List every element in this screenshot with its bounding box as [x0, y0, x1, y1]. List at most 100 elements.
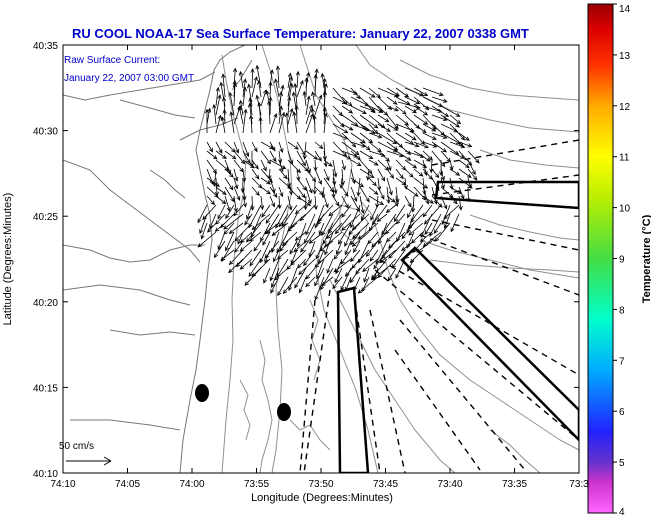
current-vector-arrow [263, 267, 271, 284]
colorbar-gradient [587, 3, 614, 514]
current-vector-arrow [316, 258, 325, 280]
y-tick-label: 40:10 [33, 469, 58, 480]
current-vector-arrow [213, 240, 226, 259]
current-vector-arrow [278, 186, 284, 198]
current-vector-arrow [253, 240, 262, 252]
current-vector-arrow [360, 204, 370, 221]
x-tick-label: 73:45 [373, 479, 398, 490]
current-vector-arrow [449, 195, 458, 205]
current-vector-arrow [359, 159, 373, 175]
current-vector-arrow [341, 123, 354, 131]
scale-label: 50 cm/s [59, 441, 94, 452]
current-vector-arrow [377, 168, 386, 182]
current-vector-arrow [341, 195, 349, 209]
current-vector-arrow [333, 249, 343, 260]
current-vector-arrow [296, 186, 306, 199]
current-vector-arrow [228, 258, 244, 274]
current-vector-arrow [244, 267, 262, 286]
current-vector-arrow [305, 95, 311, 116]
current-vector-arrow [242, 150, 251, 165]
current-vector-arrow [294, 104, 299, 125]
current-vector-arrow [302, 141, 307, 160]
current-vector-arrow [424, 222, 433, 236]
current-vector-arrow [341, 213, 361, 231]
current-vector-arrow [224, 186, 235, 203]
current-vector-arrow [386, 168, 395, 179]
current-vector-arrow [350, 150, 361, 161]
current-vector-arrow [276, 231, 289, 254]
current-vector-arrow [232, 82, 237, 107]
current-vector-arrow [334, 213, 352, 235]
current-vector-arrow [240, 231, 253, 244]
current-vector-arrow [217, 231, 226, 251]
current-vector-arrow [359, 168, 375, 178]
current-vector-arrow [296, 150, 306, 167]
current-vector-arrow [341, 132, 357, 148]
current-vector-arrow [388, 240, 406, 259]
current-vector-arrow [260, 159, 267, 172]
current-vector-arrow [369, 249, 379, 262]
current-vector-arrow [250, 67, 255, 89]
current-vector-arrow [242, 195, 247, 208]
current-vector-arrow [214, 222, 226, 232]
current-vector-arrow [224, 168, 234, 178]
current-vector-arrow [395, 258, 406, 279]
current-vector-arrow [287, 95, 292, 116]
current-vector-arrow [217, 204, 226, 220]
current-vector-arrow [344, 240, 352, 256]
current-vector-arrow [303, 249, 316, 267]
current-vector-arrow [287, 141, 299, 150]
current-vector-arrow [242, 108, 248, 134]
current-vector-arrow [404, 96, 421, 105]
current-vector-arrow [260, 150, 272, 165]
current-vector-arrow [323, 112, 328, 134]
current-vector-arrow [440, 168, 445, 181]
current-vector-arrow [350, 249, 361, 263]
current-vector-arrow [314, 249, 334, 269]
current-vector-arrow [368, 177, 377, 187]
current-vector-arrow [332, 276, 343, 290]
current-vector-arrow [449, 159, 454, 171]
current-vector-arrow [378, 249, 397, 264]
current-vector-arrow [260, 177, 271, 185]
current-vector-arrow [262, 231, 271, 246]
figure-title: RU COOL NOAA-17 Sea Surface Temperature:… [72, 26, 529, 41]
current-vector-arrow [264, 249, 271, 264]
current-vector-arrow [314, 267, 325, 287]
x-axis-label: Longitude (Degrees:Minutes) [251, 492, 393, 504]
current-vector-arrow [249, 231, 262, 242]
current-vector-arrow [407, 258, 415, 272]
coastline [63, 45, 253, 473]
current-vector-arrow [370, 204, 379, 221]
x-tick-label: 73:50 [308, 479, 333, 490]
current-vector-arrow [431, 114, 448, 121]
y-tick-label: 40:25 [33, 212, 58, 223]
current-vector-arrow [458, 132, 470, 141]
current-vector-arrow [386, 141, 399, 151]
y-tick-label: 40:35 [33, 41, 58, 52]
current-vector-arrow [296, 79, 304, 98]
current-vector-arrow [220, 116, 226, 134]
colorbar-tick-label: 9 [619, 255, 625, 266]
current-vector-arrow [224, 195, 231, 212]
site-marker-2 [277, 403, 291, 421]
scale-arrow [66, 456, 112, 466]
current-vector-arrow [278, 141, 284, 154]
current-vector-arrow [223, 213, 244, 230]
annotation-line1: Raw Surface Current: [64, 55, 160, 66]
current-vector-arrow [287, 159, 302, 174]
current-vector-arrow [362, 258, 379, 272]
current-vector-arrow [338, 222, 352, 245]
current-vector-arrow [443, 204, 460, 220]
current-vector-arrow [420, 231, 433, 243]
x-tick-label: 73:3 [569, 479, 589, 490]
current-vector-arrow [317, 249, 325, 265]
current-vector-arrow [350, 159, 362, 167]
current-vector-arrow [228, 222, 244, 234]
current-vector-arrow [240, 177, 245, 194]
current-vector-arrow [423, 204, 442, 225]
current-vector-arrow [393, 204, 406, 223]
current-vector-arrow [242, 141, 250, 158]
current-vector-arrow [233, 195, 238, 213]
current-vector-arrow [408, 222, 424, 236]
